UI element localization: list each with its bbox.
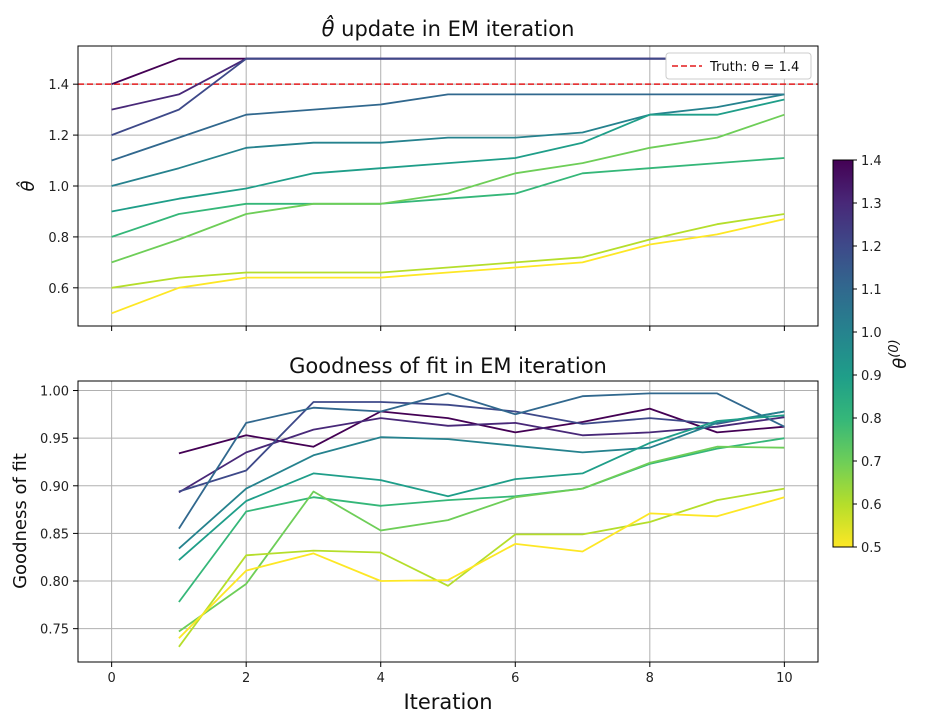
y-tick-label: 0.85 <box>40 527 69 542</box>
series-line <box>178 487 785 648</box>
bottom-y-ticks: 0.75 0.80 0.85 0.90 0.95 1.00 <box>40 385 78 638</box>
series-line <box>111 93 785 162</box>
top-y-ticks: 0.6 0.8 1.0 1.2 1.4 <box>48 78 78 297</box>
colorbar: 0.5 0.6 0.7 0.8 0.9 1.0 1.1 1.2 1.3 1.4 θ(0) <box>832 154 911 556</box>
series-line <box>111 93 785 187</box>
legend: Truth: θ = 1.4 <box>665 52 812 80</box>
series-line <box>111 98 785 213</box>
y-tick-label: 0.95 <box>40 432 69 447</box>
colorbar-tick-label: 0.5 <box>861 541 882 556</box>
series-line <box>178 410 785 550</box>
colorbar-tick-label: 1.0 <box>861 326 882 341</box>
top-chart-title: θ̂ update in EM iteration <box>322 15 575 41</box>
series-line <box>178 445 785 633</box>
series-line <box>178 496 785 639</box>
colorbar-tick-label: 0.6 <box>861 498 882 513</box>
goodness-of-fit-panel: Goodness of fit in EM iteration 0.75 0.80… <box>10 354 819 714</box>
theta-update-panel: θ̂ update in EM iteration 0.6 0.8 1.0 1.2 1.… <box>16 15 819 331</box>
x-axis-label: Iteration <box>403 690 492 714</box>
y-tick-label: 0.8 <box>48 231 69 246</box>
top-x-ticks <box>111 326 785 331</box>
colorbar-tick-label: 1.4 <box>861 154 882 169</box>
colorbar-gradient <box>832 159 854 548</box>
series-line <box>178 416 785 494</box>
y-tick-label: 0.6 <box>48 282 69 297</box>
y-tick-label: 1.4 <box>48 78 69 93</box>
series-line <box>178 392 785 530</box>
x-tick-label: 2 <box>242 671 250 686</box>
series-line <box>178 401 785 493</box>
x-tick-label: 4 <box>377 671 385 686</box>
bottom-series-lines <box>178 392 785 648</box>
colorbar-tick-label: 0.9 <box>861 369 882 384</box>
bottom-x-ticks: 0 2 4 6 8 10 <box>107 662 793 686</box>
y-tick-label: 0.90 <box>40 480 69 495</box>
series-line <box>111 113 785 264</box>
y-tick-label: 0.80 <box>40 575 69 590</box>
top-grid <box>78 46 818 326</box>
y-tick-label: 1.2 <box>48 129 69 144</box>
x-tick-label: 8 <box>646 671 654 686</box>
bottom-y-axis-label: Goodness of fit <box>10 453 31 589</box>
series-line <box>111 218 785 315</box>
series-line <box>111 213 785 289</box>
y-tick-label: 0.75 <box>40 623 69 638</box>
colorbar-tick-label: 0.8 <box>861 412 882 427</box>
colorbar-label: θ(0) <box>887 339 911 368</box>
colorbar-tick-label: 1.1 <box>861 283 882 298</box>
y-tick-label: 1.0 <box>48 180 69 195</box>
series-line <box>111 157 785 238</box>
y-tick-label: 1.00 <box>40 385 69 400</box>
legend-box <box>665 52 812 80</box>
x-tick-label: 0 <box>107 671 115 686</box>
series-line <box>178 437 785 603</box>
colorbar-ticks: 0.5 0.6 0.7 0.8 0.9 1.0 1.1 1.2 1.3 1.4 <box>853 154 882 556</box>
colorbar-tick-label: 1.2 <box>861 240 882 255</box>
colorbar-tick-label: 0.7 <box>861 455 882 470</box>
legend-label: Truth: θ = 1.4 <box>709 60 799 75</box>
bottom-grid <box>78 381 818 662</box>
top-y-axis-label: θ̂ <box>16 180 39 191</box>
bottom-chart-title: Goodness of fit in EM iteration <box>289 354 607 378</box>
colorbar-tick-label: 1.3 <box>861 197 882 212</box>
series-line <box>178 414 785 561</box>
bottom-axes-frame <box>77 380 819 663</box>
x-tick-label: 10 <box>776 671 793 686</box>
x-tick-label: 6 <box>511 671 519 686</box>
